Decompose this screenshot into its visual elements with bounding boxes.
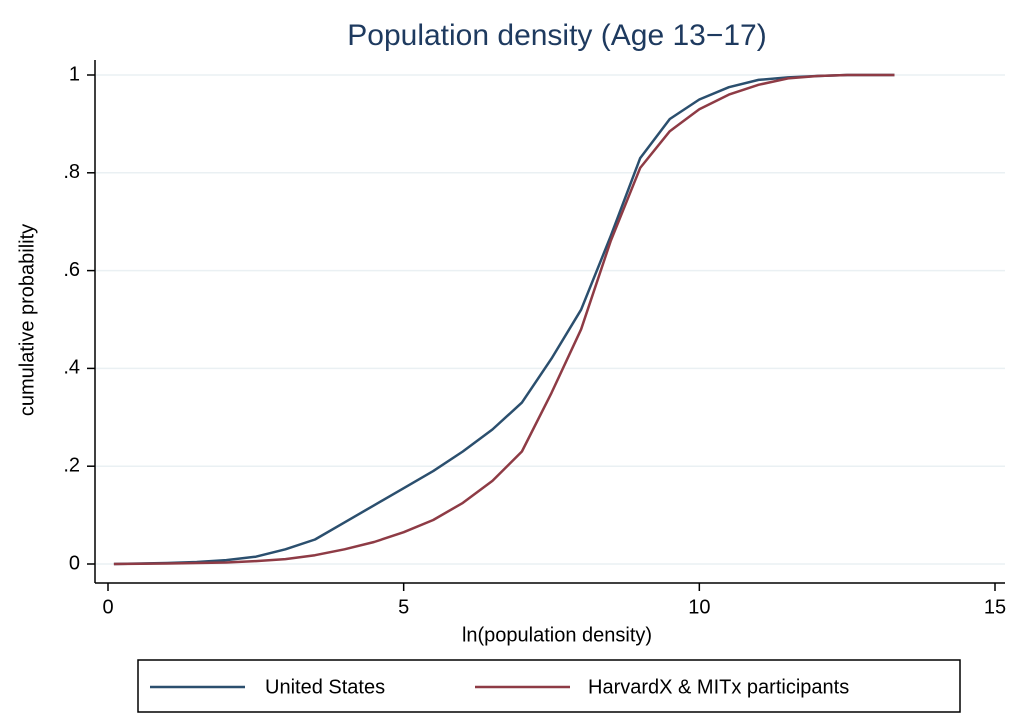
x-tick-label: 10 [688,596,710,618]
legend-label: HarvardX & MITx participants [588,676,849,698]
chart-title: Population density (Age 13−17) [347,19,766,52]
data-line [113,73,895,566]
y-tick-label: .2 [63,454,80,476]
legend-label: United States [265,676,385,698]
y-tick-label: 0 [69,552,80,574]
x-tick-label: 0 [102,596,113,618]
y-tick-label: .6 [63,259,80,281]
x-tick-label: 15 [984,596,1006,618]
x-axis-label: ln(population density) [462,624,652,646]
x-tick-label: 5 [398,596,409,618]
data-line [113,73,895,566]
y-tick-label: .8 [63,161,80,183]
y-tick-label: 1 [69,63,80,85]
y-axis-label: cumulative probability [16,224,38,416]
y-tick-label: .4 [63,357,80,379]
